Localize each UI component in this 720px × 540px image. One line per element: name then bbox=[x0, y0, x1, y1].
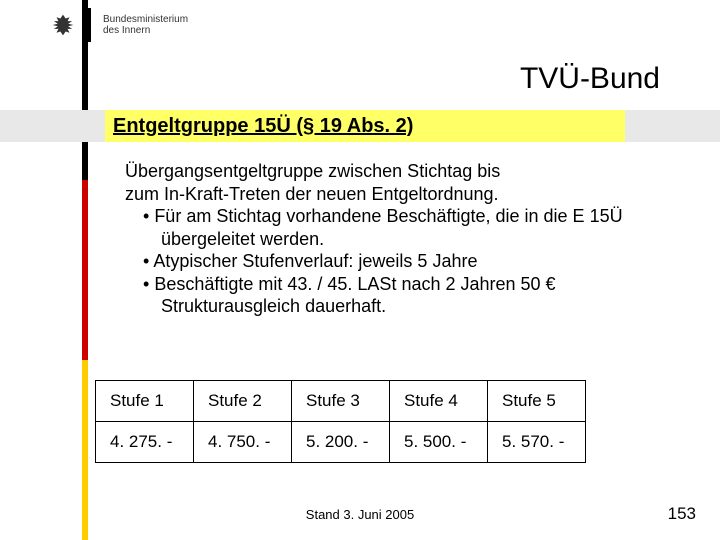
table-header: Stufe 4 bbox=[390, 381, 488, 422]
table-row: 4. 275. - 4. 750. - 5. 200. - 5. 500. - … bbox=[96, 422, 586, 463]
logo-area: Bundesministerium des Innern bbox=[50, 8, 188, 42]
salary-table: Stufe 1 Stufe 2 Stufe 3 Stufe 4 Stufe 5 … bbox=[95, 380, 586, 463]
stripe-gold bbox=[82, 360, 88, 540]
table-header: Stufe 1 bbox=[96, 381, 194, 422]
bullet-item: Beschäftigte mit 43. / 45. LASt nach 2 J… bbox=[133, 273, 665, 318]
table-cell: 4. 750. - bbox=[194, 422, 292, 463]
table-row: Stufe 1 Stufe 2 Stufe 3 Stufe 4 Stufe 5 bbox=[96, 381, 586, 422]
page-number: 153 bbox=[668, 504, 696, 524]
ministry-line2: des Innern bbox=[103, 25, 188, 36]
flag-stripe bbox=[82, 0, 88, 540]
bullet-item: Atypischer Stufenverlauf: jeweils 5 Jahr… bbox=[133, 250, 665, 273]
bullet-item: Für am Stichtag vorhandene Beschäftigte,… bbox=[133, 205, 665, 250]
bullet-list: Für am Stichtag vorhandene Beschäftigte,… bbox=[125, 205, 665, 318]
table-header: Stufe 5 bbox=[488, 381, 586, 422]
table-cell: 5. 500. - bbox=[390, 422, 488, 463]
table-cell: 5. 570. - bbox=[488, 422, 586, 463]
ministry-name: Bundesministerium des Innern bbox=[103, 14, 188, 36]
table-cell: 4. 275. - bbox=[96, 422, 194, 463]
eagle-icon bbox=[50, 12, 76, 38]
table-cell: 5. 200. - bbox=[292, 422, 390, 463]
ministry-line1: Bundesministerium bbox=[103, 14, 188, 25]
logo-divider bbox=[88, 8, 91, 42]
intro-line2: zum In-Kraft-Treten der neuen Entgeltord… bbox=[125, 183, 665, 206]
intro-line1: Übergangsentgeltgruppe zwischen Stichtag… bbox=[125, 160, 665, 183]
subtitle: Entgeltgruppe 15Ü (§ 19 Abs. 2) bbox=[113, 115, 413, 138]
stripe-red bbox=[82, 180, 88, 360]
subtitle-box: Entgeltgruppe 15Ü (§ 19 Abs. 2) bbox=[105, 110, 625, 142]
footer-date: Stand 3. Juni 2005 bbox=[306, 507, 414, 522]
table-header: Stufe 3 bbox=[292, 381, 390, 422]
body-text: Übergangsentgeltgruppe zwischen Stichtag… bbox=[125, 160, 665, 318]
page-title: TVÜ-Bund bbox=[520, 62, 660, 96]
table-header: Stufe 2 bbox=[194, 381, 292, 422]
